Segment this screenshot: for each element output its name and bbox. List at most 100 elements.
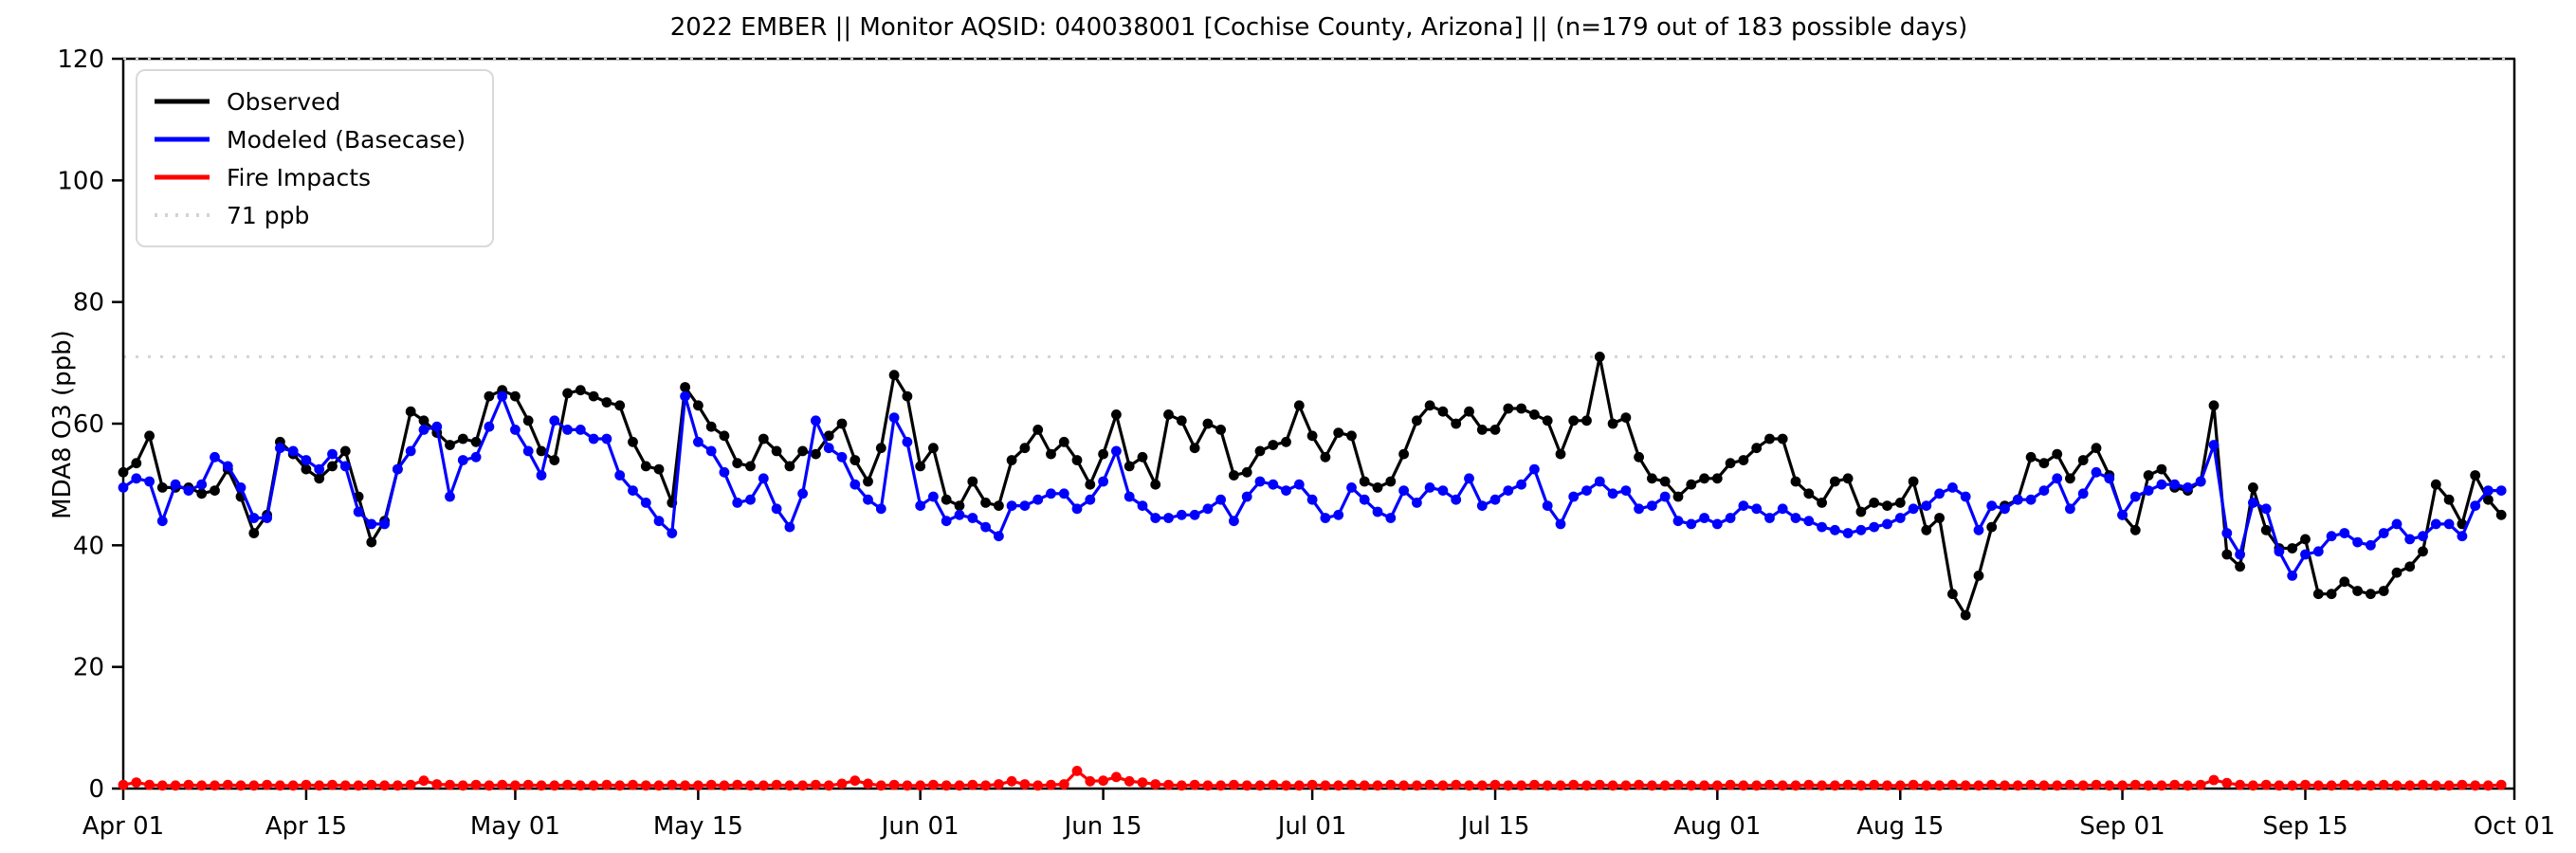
x-tick-label: Jun 15 <box>1063 812 1142 841</box>
modeled-marker <box>1150 513 1161 523</box>
fire-marker <box>2312 780 2324 791</box>
modeled-marker <box>1046 488 1056 499</box>
observed-marker <box>2470 470 2481 481</box>
observed-marker <box>928 443 939 454</box>
modeled-marker <box>1790 513 1801 523</box>
fire-marker <box>1163 779 1174 790</box>
fire-marker <box>1529 779 1540 790</box>
fire-marker <box>235 780 247 791</box>
fire-marker <box>470 779 482 790</box>
fire-marker <box>1229 779 1239 790</box>
observed-marker <box>1790 476 1801 487</box>
fire-marker <box>601 779 612 790</box>
modeled-marker <box>2169 479 2181 490</box>
observed-marker <box>1046 448 1056 460</box>
fire-marker <box>1489 779 1501 790</box>
modeled-marker <box>1359 494 1370 505</box>
fire-marker <box>1085 775 1096 787</box>
fire-marker <box>1764 779 1775 790</box>
observed-marker <box>1424 400 1435 411</box>
legend-label-observed: Observed <box>227 87 341 116</box>
fire-marker <box>1699 780 1709 791</box>
observed-marker <box>705 421 717 432</box>
fire-marker <box>1855 780 1867 791</box>
fire-marker <box>196 780 208 791</box>
observed-marker <box>888 370 900 381</box>
modeled-marker <box>1686 518 1697 530</box>
fire-marker <box>287 780 299 791</box>
fire-marker <box>2457 779 2468 790</box>
fire-marker <box>1281 780 1291 791</box>
fire-marker <box>1803 779 1815 790</box>
observed-marker <box>1594 352 1605 362</box>
observed-marker <box>248 528 260 538</box>
modeled-marker <box>1699 513 1709 523</box>
modeled-marker <box>1437 485 1449 496</box>
observed-marker <box>2091 443 2102 454</box>
observed-marker <box>2300 534 2311 545</box>
fire-marker <box>2443 780 2455 791</box>
modeled-marker <box>1830 524 1840 535</box>
fire-marker <box>1137 777 1148 788</box>
fire-marker <box>1647 780 1657 791</box>
fire-marker <box>1333 780 1344 791</box>
modeled-marker <box>601 433 612 445</box>
fire-marker <box>1738 780 1749 791</box>
fire-marker <box>1320 780 1331 791</box>
fire-marker <box>418 775 429 787</box>
modeled-marker <box>2208 440 2220 450</box>
modeled-marker <box>1241 491 1252 502</box>
observed-marker <box>1529 409 1540 420</box>
observed-marker <box>719 430 730 442</box>
fire-marker <box>562 779 573 790</box>
modeled-marker <box>653 516 665 527</box>
y-tick-label: 40 <box>73 532 104 560</box>
fire-marker <box>2195 779 2206 790</box>
fire-marker <box>1934 780 1945 791</box>
fire-marker <box>1659 780 1671 791</box>
fire-marker <box>745 780 756 791</box>
observed-marker <box>1960 609 1971 621</box>
modeled-marker <box>2312 546 2324 557</box>
observed-marker <box>1842 473 1854 484</box>
fire-marker <box>732 779 743 790</box>
modeled-marker <box>836 451 848 463</box>
fire-marker <box>2208 774 2220 786</box>
modeled-marker <box>1542 500 1553 511</box>
fire-marker <box>1268 779 1279 790</box>
fire-marker <box>445 779 455 790</box>
observed-marker <box>1725 458 1736 469</box>
modeled-marker <box>170 479 181 490</box>
legend-item-fire: Fire Impacts <box>155 158 466 196</box>
fire-marker <box>2418 779 2428 790</box>
fire-marker <box>2470 780 2481 791</box>
modeled-marker <box>2339 528 2350 538</box>
observed-marker <box>2404 561 2416 572</box>
legend-label-modeled: Modeled (Basecase) <box>227 125 466 154</box>
modeled-marker <box>497 390 508 402</box>
modeled-marker <box>2391 518 2402 530</box>
fire-marker <box>339 780 351 791</box>
observed-marker <box>1032 425 1044 435</box>
observed-marker <box>2391 567 2402 578</box>
observed-marker <box>1202 418 1214 429</box>
modeled-marker <box>222 461 233 472</box>
modeled-marker <box>1947 482 1958 493</box>
modeled-marker <box>536 470 547 481</box>
observed-marker <box>1150 479 1161 490</box>
x-tick-label: Oct 01 <box>2474 812 2555 841</box>
fire-marker <box>888 779 900 790</box>
modeled-marker <box>1058 488 1069 499</box>
fire-marker <box>1346 779 1357 790</box>
modeled-marker <box>431 421 443 432</box>
modeled-marker <box>2156 479 2167 490</box>
legend-item-observed: Observed <box>155 82 466 120</box>
observed-marker <box>118 466 129 478</box>
fire-marker <box>353 780 364 791</box>
modeled-marker <box>1398 485 1409 496</box>
fire-marker <box>863 778 873 789</box>
modeled-marker <box>1738 500 1749 511</box>
modeled-marker <box>1424 482 1435 493</box>
modeled-marker <box>1032 494 1044 505</box>
modeled-marker <box>1803 516 1815 527</box>
